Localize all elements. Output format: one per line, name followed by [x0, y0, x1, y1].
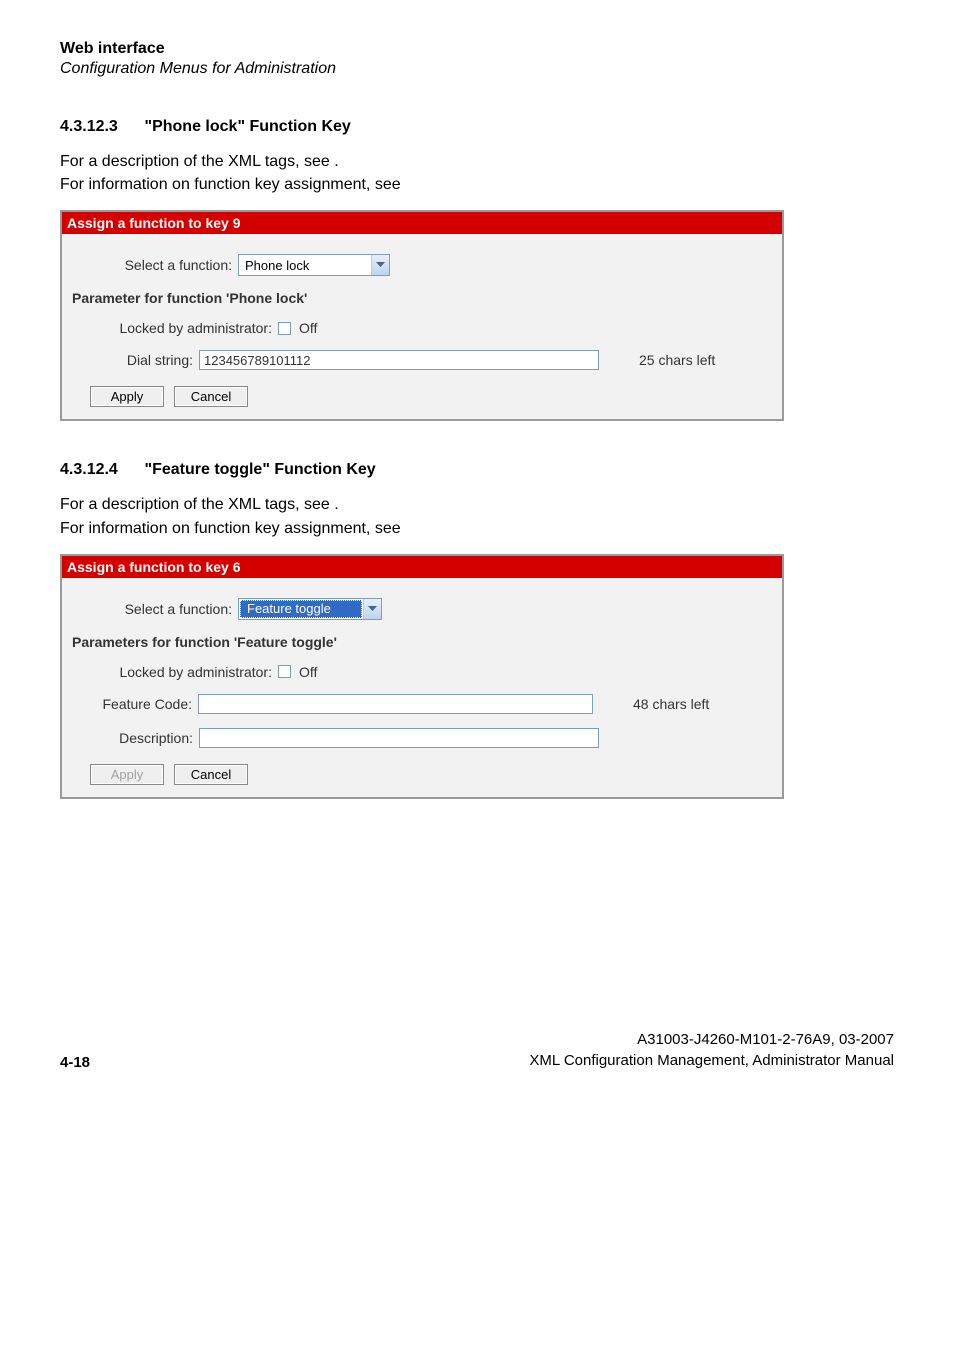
param-subheading: Parameter for function 'Phone lock' — [72, 290, 772, 306]
description-label: Description: — [88, 730, 199, 746]
section1-heading-title: "Phone lock" Function Key — [145, 118, 351, 135]
select-function-dropdown[interactable]: Phone lock — [238, 254, 390, 276]
panel-phone-lock: Assign a function to key 9 Select a func… — [60, 210, 784, 421]
header-title: Web interface — [60, 40, 894, 58]
select-function-label: Select a function: — [72, 257, 238, 273]
page-header: Web interface Configuration Menus for Ad… — [60, 40, 894, 78]
cancel-button-2[interactable]: Cancel — [174, 764, 248, 785]
section2-heading-num: 4.3.12.4 — [60, 461, 118, 478]
feature-chars-left: 48 chars left — [633, 696, 709, 712]
select-function-dropdown-2[interactable]: Feature toggle — [238, 598, 382, 620]
panel-feature-toggle-title: Assign a function to key 6 — [62, 556, 782, 578]
panel-feature-toggle: Assign a function to key 6 Select a func… — [60, 554, 784, 799]
select-function-label-2: Select a function: — [72, 601, 238, 617]
locked-off-text: Off — [299, 320, 317, 336]
section1-heading: 4.3.12.3 "Phone lock" Function Key — [60, 118, 894, 136]
section1-body: For a description of the XML tags, see .… — [60, 150, 894, 196]
page-footer: 4-18 A31003-J4260-M101-2-76A9, 03-2007 X… — [60, 1029, 894, 1071]
dial-chars-left: 25 chars left — [639, 352, 715, 368]
locked-off-text-2: Off — [299, 664, 317, 680]
locked-label-2: Locked by administrator: — [72, 664, 278, 680]
feature-code-label: Feature Code: — [82, 696, 198, 712]
locked-label: Locked by administrator: — [72, 320, 278, 336]
apply-button-disabled: Apply — [90, 764, 164, 785]
cancel-button[interactable]: Cancel — [174, 386, 248, 407]
section2-line2: For information on function key assignme… — [60, 520, 401, 537]
locked-checkbox-2[interactable] — [278, 665, 291, 678]
section2-heading: 4.3.12.4 "Feature toggle" Function Key — [60, 461, 894, 479]
locked-checkbox[interactable] — [278, 322, 291, 335]
chevron-down-icon — [371, 255, 389, 275]
dial-string-input[interactable]: 123456789101112 — [199, 350, 599, 370]
footer-doc-id: A31003-J4260-M101-2-76A9, 03-2007 — [529, 1029, 894, 1050]
header-subtitle: Configuration Menus for Administration — [60, 60, 894, 78]
feature-code-input[interactable] — [198, 694, 593, 714]
description-input[interactable] — [199, 728, 599, 748]
section1-line1: For a description of the XML tags, see . — [60, 153, 339, 170]
dial-string-label: Dial string: — [88, 352, 199, 368]
select-function-value: Phone lock — [239, 255, 371, 275]
section1-heading-num: 4.3.12.3 — [60, 118, 118, 135]
section2-body: For a description of the XML tags, see .… — [60, 493, 894, 539]
section2-heading-title: "Feature toggle" Function Key — [145, 461, 376, 478]
section2-line1: For a description of the XML tags, see . — [60, 496, 339, 513]
chevron-down-icon — [363, 599, 381, 619]
param-subheading-2: Parameters for function 'Feature toggle' — [72, 634, 772, 650]
page-number: 4-18 — [60, 1054, 90, 1071]
footer-doc-title: XML Configuration Management, Administra… — [529, 1050, 894, 1071]
select-function-value-2: Feature toggle — [240, 600, 362, 618]
section1-line2: For information on function key assignme… — [60, 176, 401, 193]
panel-phone-lock-title: Assign a function to key 9 — [62, 212, 782, 234]
apply-button[interactable]: Apply — [90, 386, 164, 407]
